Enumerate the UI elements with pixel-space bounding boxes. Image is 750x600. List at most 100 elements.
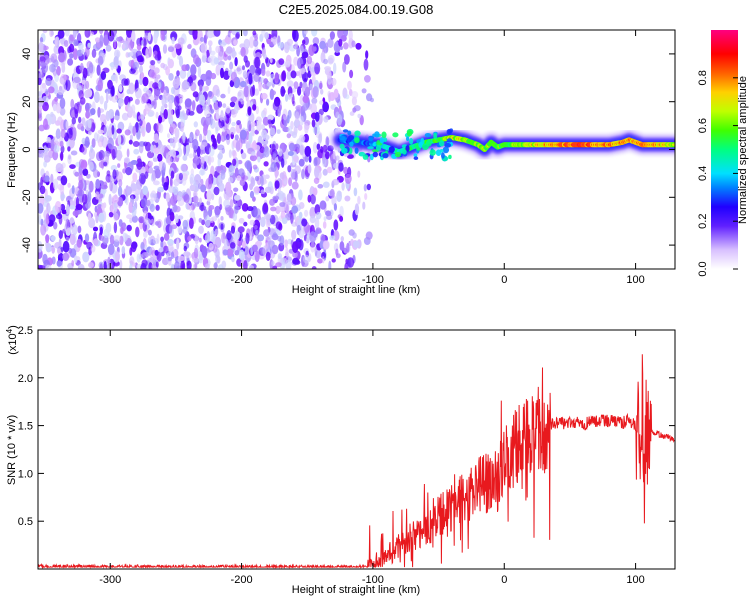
noise-speckle [43, 151, 49, 158]
noise-speckle [357, 113, 362, 119]
noise-speckle [124, 233, 129, 241]
noise-speckle [307, 164, 312, 174]
noise-speckle [218, 182, 225, 192]
noise-speckle [264, 213, 272, 220]
noise-speckle [328, 260, 332, 269]
noise-speckle [127, 52, 131, 58]
noise-speckle [343, 166, 349, 175]
noise-speckle [318, 108, 324, 116]
noise-speckle [250, 176, 255, 185]
noise-speckle [72, 30, 77, 39]
noise-speckle [111, 148, 116, 160]
noise-speckle [80, 48, 85, 54]
signal-blob [372, 143, 377, 147]
noise-speckle [149, 64, 156, 70]
noise-speckle [178, 55, 184, 67]
noise-speckle [124, 129, 131, 136]
noise-speckle [71, 185, 75, 195]
noise-speckle [294, 111, 300, 123]
noise-speckle [127, 106, 134, 117]
noise-speckle [206, 97, 211, 106]
noise-speckle [293, 155, 299, 163]
noise-speckle [76, 238, 82, 248]
noise-speckle [233, 204, 239, 214]
noise-speckle [251, 244, 258, 253]
noise-speckle [193, 195, 199, 204]
noise-speckle [208, 146, 215, 157]
noise-speckle [55, 120, 61, 126]
noise-speckle [172, 78, 180, 89]
noise-speckle [48, 214, 56, 224]
noise-speckle [52, 103, 57, 112]
noise-speckle [311, 119, 316, 128]
noise-speckle [292, 251, 298, 258]
noise-speckle [279, 202, 286, 207]
noise-speckle [103, 34, 110, 46]
noise-speckle [147, 32, 151, 42]
noise-speckle [101, 136, 108, 148]
noise-speckle [183, 79, 188, 91]
noise-speckle [42, 95, 49, 103]
noise-speckle [294, 170, 298, 182]
noise-speckle [332, 178, 340, 186]
noise-speckle [56, 65, 61, 76]
noise-speckle [132, 141, 140, 147]
noise-speckle [38, 114, 43, 122]
noise-speckle [60, 128, 66, 139]
noise-speckle [183, 245, 187, 252]
noise-speckle [60, 77, 65, 84]
noise-speckle [319, 200, 327, 210]
noise-speckle [275, 221, 282, 230]
noise-speckle [338, 38, 343, 47]
noise-speckle [301, 51, 309, 59]
y-tick-label: 0.5 [18, 516, 33, 528]
signal-blob [372, 151, 378, 158]
noise-speckle [181, 176, 187, 186]
noise-speckle [98, 235, 104, 241]
noise-speckle [263, 53, 267, 60]
noise-speckle [210, 136, 214, 143]
signal-blob [367, 146, 374, 150]
noise-speckle [73, 39, 79, 47]
noise-speckle [251, 121, 256, 127]
noise-speckle [261, 68, 266, 77]
spectrogram-y-axis: -40 -20 0 20 40 [21, 48, 675, 253]
noise-speckle [69, 233, 76, 246]
noise-speckle [277, 253, 283, 260]
noise-speckle [302, 39, 306, 45]
noise-speckle [215, 254, 221, 264]
noise-speckle [111, 124, 115, 135]
noise-speckle [255, 105, 259, 115]
noise-speckle [45, 213, 50, 225]
noise-speckle [263, 229, 270, 237]
noise-speckle [236, 67, 241, 72]
noise-speckle [247, 106, 252, 116]
noise-speckle [213, 186, 220, 196]
noise-speckle [200, 164, 205, 176]
noise-speckle [79, 146, 85, 153]
noise-speckle [351, 96, 357, 106]
noise-speckle [260, 189, 266, 194]
noise-speckle [78, 90, 84, 100]
noise-speckle [354, 203, 360, 216]
noise-speckle [308, 155, 312, 163]
signal-blob [368, 137, 374, 142]
noise-speckle [249, 265, 254, 269]
noise-speckle [200, 42, 208, 54]
noise-speckle [162, 162, 166, 173]
noise-speckle [103, 100, 108, 111]
noise-speckle [50, 53, 58, 63]
noise-speckle [312, 124, 320, 135]
noise-speckle [340, 236, 344, 242]
noise-speckle [139, 78, 144, 85]
signal-blob [409, 138, 414, 145]
noise-speckle [129, 263, 133, 269]
noise-speckle [214, 261, 218, 269]
noise-speckle [53, 178, 59, 190]
noise-speckle [38, 241, 43, 253]
noise-speckle [113, 235, 121, 242]
noise-speckle [271, 143, 276, 152]
noise-speckle [148, 46, 152, 58]
noise-speckle [363, 58, 369, 71]
noise-speckle [210, 156, 215, 163]
